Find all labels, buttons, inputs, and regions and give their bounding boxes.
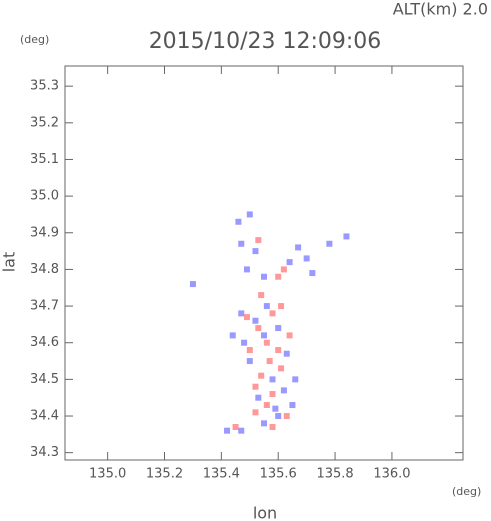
echo-point <box>258 372 265 379</box>
echo-point <box>326 240 333 247</box>
echo-point <box>269 424 276 431</box>
echo-point <box>261 420 267 427</box>
echo-point <box>243 266 250 273</box>
y-axis-label: lat <box>0 252 19 273</box>
echo-point <box>283 413 290 420</box>
echo-point <box>255 394 262 401</box>
echo-point <box>266 358 273 365</box>
echo-point <box>309 270 316 277</box>
echo-point <box>278 365 285 372</box>
echo-point <box>292 376 299 383</box>
echo-point <box>258 292 265 299</box>
echo-point <box>343 233 350 240</box>
echo-point <box>243 314 250 321</box>
y-tick-label: 34.5 <box>30 372 59 387</box>
echo-point <box>252 409 259 416</box>
echo-point <box>269 310 276 317</box>
y-tick-label: 34.4 <box>30 409 59 424</box>
echo-point <box>272 405 279 412</box>
x-axis-label: lon <box>253 504 277 521</box>
altitude-label: ALT(km) 2.0 <box>393 0 488 19</box>
echo-point <box>286 259 293 266</box>
echo-point <box>263 402 270 409</box>
x-tick-label: 135.2 <box>146 467 183 482</box>
echo-point <box>280 266 287 273</box>
echo-point <box>246 358 253 365</box>
echo-point <box>238 310 245 317</box>
echo-point <box>263 339 270 346</box>
y-tick-label: 34.8 <box>30 262 59 277</box>
echo-point <box>275 347 282 354</box>
echo-point <box>252 383 259 390</box>
y-tick-label: 34.6 <box>30 335 59 350</box>
x-tick-label: 135.4 <box>203 467 240 482</box>
echo-point <box>263 303 270 310</box>
x-tick-label: 135.0 <box>89 467 126 482</box>
echo-point <box>241 339 248 346</box>
y-tick-label: 35.2 <box>30 115 59 130</box>
echo-point <box>303 255 310 262</box>
echo-point <box>246 347 253 354</box>
echo-point <box>224 427 231 434</box>
echo-point <box>189 281 196 288</box>
plot-frame <box>64 65 464 461</box>
echo-point <box>255 325 262 332</box>
x-tick-label: 135.8 <box>316 467 353 482</box>
echo-point <box>261 332 267 339</box>
echo-point <box>269 376 276 383</box>
echo-point <box>275 325 282 332</box>
y-tick-label: 34.9 <box>30 225 59 240</box>
y-tick-label: 35.0 <box>30 189 59 204</box>
echo-point <box>280 387 287 394</box>
echo-point <box>286 332 293 339</box>
echo-point <box>269 391 276 398</box>
echo-point <box>255 237 262 244</box>
x-unit: (deg) <box>452 485 481 498</box>
echo-point <box>252 248 259 255</box>
y-unit: (deg) <box>20 33 49 46</box>
echo-point <box>246 211 253 218</box>
echo-point <box>232 424 239 431</box>
echo-point <box>289 402 296 409</box>
echo-point <box>261 273 267 280</box>
x-tick-label: 135.6 <box>260 467 297 482</box>
echo-point <box>235 218 242 225</box>
echo-point <box>275 413 282 420</box>
y-tick-label: 35.3 <box>30 79 59 94</box>
echo-point <box>229 332 236 339</box>
echo-point <box>238 427 245 434</box>
echo-point <box>295 244 302 251</box>
echo-point <box>275 273 282 280</box>
y-tick-label: 34.7 <box>30 299 59 314</box>
echo-point <box>283 350 290 357</box>
echo-point <box>278 303 285 310</box>
echo-point <box>252 317 259 324</box>
echo-point <box>238 240 245 247</box>
y-tick-label: 35.1 <box>30 152 59 167</box>
chart-title: 2015/10/23 12:09:06 <box>149 29 382 54</box>
y-tick-label: 34.3 <box>30 445 59 460</box>
x-tick-label: 136.0 <box>373 467 410 482</box>
